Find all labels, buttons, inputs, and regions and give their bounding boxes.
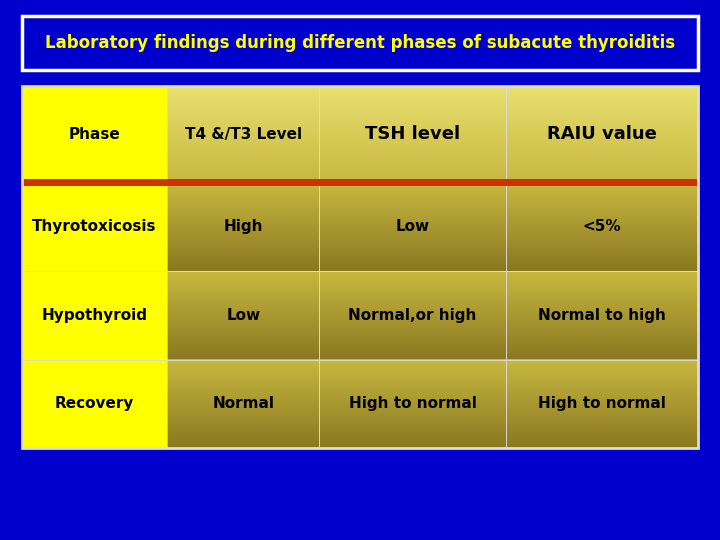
Bar — [320, 360, 505, 448]
Bar — [22, 360, 167, 448]
Text: Hypothyroid: Hypothyroid — [41, 308, 148, 323]
Bar — [167, 86, 320, 183]
Text: High: High — [223, 219, 263, 234]
Bar — [320, 183, 505, 271]
Bar — [167, 360, 320, 448]
Bar — [167, 183, 320, 271]
Bar — [167, 271, 320, 360]
Text: Laboratory findings during different phases of subacute thyroiditis: Laboratory findings during different pha… — [45, 34, 675, 52]
Text: RAIU value: RAIU value — [547, 125, 657, 143]
Bar — [22, 86, 167, 183]
Text: <5%: <5% — [582, 219, 621, 234]
Text: T4 &/T3 Level: T4 &/T3 Level — [185, 127, 302, 142]
Text: Recovery: Recovery — [55, 396, 134, 411]
Text: Low: Low — [395, 219, 430, 234]
Text: TSH level: TSH level — [365, 125, 460, 143]
Bar — [505, 183, 698, 271]
Text: Low: Low — [226, 308, 261, 323]
Bar — [505, 360, 698, 448]
Bar — [22, 86, 698, 448]
Text: High to normal: High to normal — [538, 396, 666, 411]
Bar — [22, 16, 698, 70]
Text: Normal,or high: Normal,or high — [348, 308, 477, 323]
Bar — [320, 271, 505, 360]
Bar — [505, 86, 698, 183]
Text: Phase: Phase — [68, 127, 120, 142]
Text: Thyrotoxicosis: Thyrotoxicosis — [32, 219, 157, 234]
Text: High to normal: High to normal — [348, 396, 477, 411]
Text: Normal: Normal — [212, 396, 274, 411]
Bar — [320, 86, 505, 183]
Text: Normal to high: Normal to high — [538, 308, 666, 323]
Bar — [505, 271, 698, 360]
Bar — [22, 271, 167, 360]
Bar — [22, 183, 167, 271]
